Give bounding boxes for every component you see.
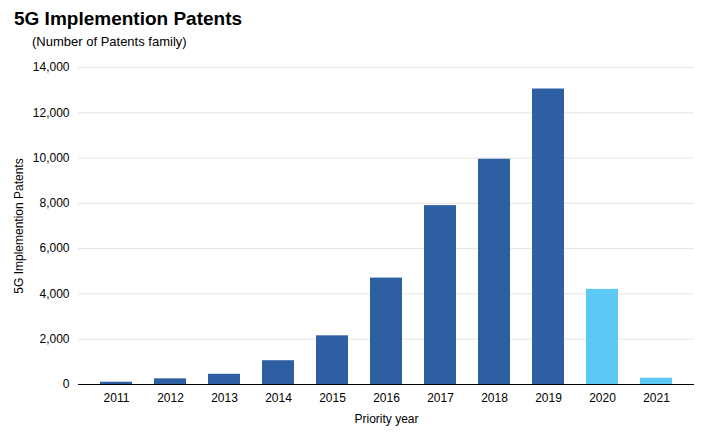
svg-text:2014: 2014 <box>265 391 292 405</box>
html-text:(Number of Patents family): (Number of Patents family) <box>32 34 187 49</box>
svg-text:10,000: 10,000 <box>33 151 70 165</box>
svg-text:12,000: 12,000 <box>33 106 70 120</box>
svg-text:2011: 2011 <box>104 391 130 405</box>
svg-text:8,000: 8,000 <box>39 196 69 210</box>
svg-text:2013: 2013 <box>211 391 238 405</box>
svg-text:2020: 2020 <box>589 391 616 405</box>
svg-text:2019: 2019 <box>535 391 562 405</box>
svg-text:2012: 2012 <box>157 391 184 405</box>
svg-text:4,000: 4,000 <box>39 287 69 301</box>
svg-text:14,000: 14,000 <box>33 60 70 74</box>
svg-text:5G Implemention Patents: 5G Implemention Patents <box>12 158 26 293</box>
svg-text:6,000: 6,000 <box>39 241 69 255</box>
svg-text:2017: 2017 <box>427 391 454 405</box>
html-text:5G Implemention Patents: 5G Implemention Patents <box>14 8 242 29</box>
svg-text:2016: 2016 <box>373 391 400 405</box>
svg-text:2021: 2021 <box>643 391 670 405</box>
svg-text:Priority year: Priority year <box>354 412 418 426</box>
svg-text:0: 0 <box>63 377 70 391</box>
svg-text:2015: 2015 <box>319 391 346 405</box>
svg-text:2,000: 2,000 <box>39 332 69 346</box>
svg-text:2018: 2018 <box>481 391 508 405</box>
